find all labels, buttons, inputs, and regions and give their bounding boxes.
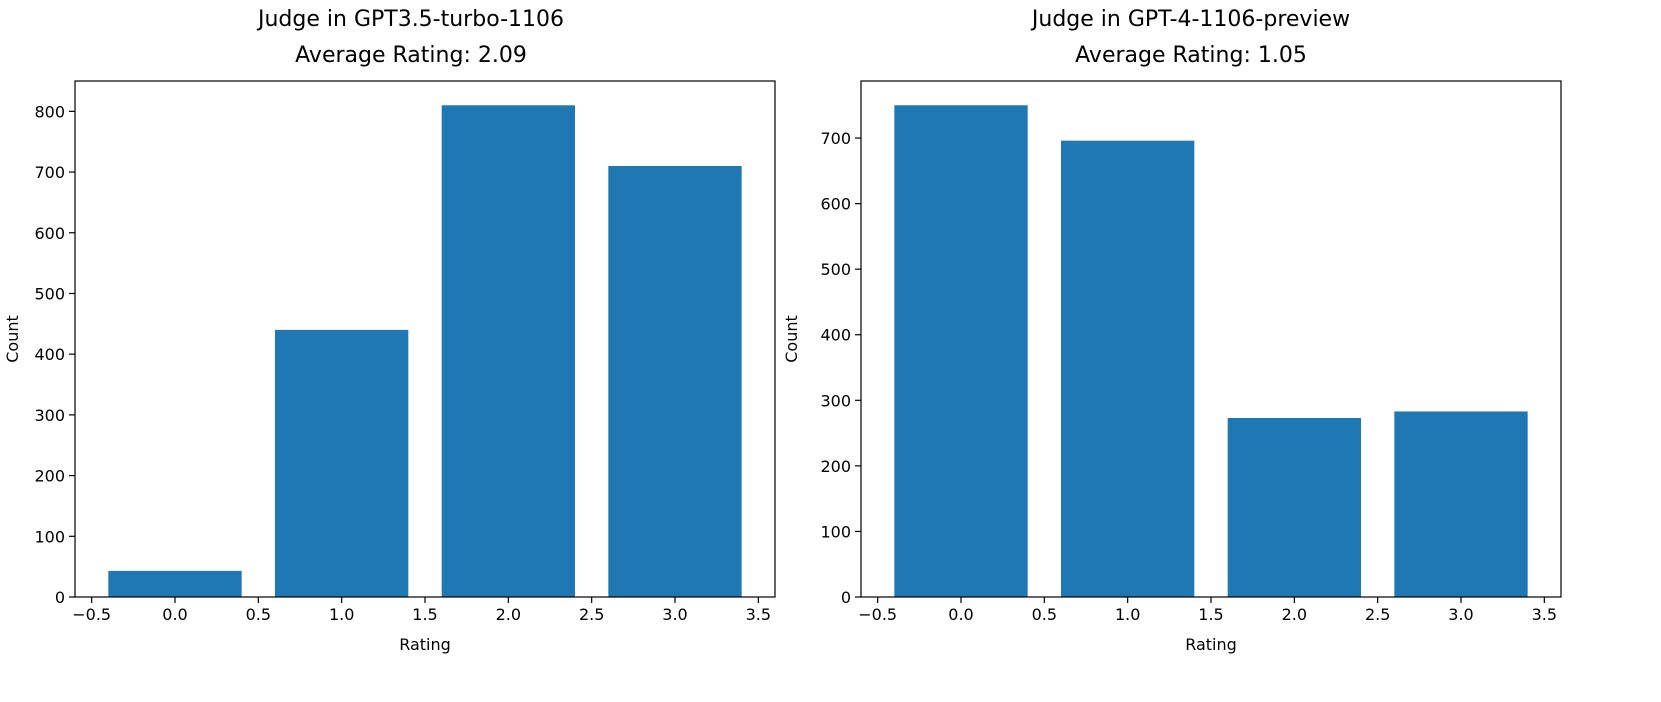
chart-left-x-tick-label: 1.0: [329, 605, 354, 624]
chart-right-bar-0: [894, 105, 1028, 597]
chart-left-y-tick-label: 700: [34, 163, 65, 182]
chart-right-y-tick-label: 600: [820, 195, 851, 214]
chart-right-subtitle: Average Rating: 1.05: [1075, 43, 1307, 68]
chart-right-x-tick-label: 1.0: [1115, 605, 1140, 624]
chart-right-bar-2: [1227, 418, 1361, 597]
chart-right-x-tick-label: 2.0: [1282, 605, 1307, 624]
chart-right-y-tick-label: 0: [841, 588, 851, 607]
chart-left-y-tick-label: 300: [34, 406, 65, 425]
chart-left-y-tick-label: 800: [34, 102, 65, 121]
chart-right-x-tick-label: 3.5: [1532, 605, 1557, 624]
chart-right-y-tick-label: 200: [820, 457, 851, 476]
chart-left-x-tick-label: 2.0: [496, 605, 521, 624]
chart-left-y-tick-label: 0: [55, 588, 65, 607]
chart-left-y-tick-label: 500: [34, 284, 65, 303]
chart-left-x-tick-label: 0.5: [246, 605, 271, 624]
chart-right-y-axis-label: Count: [782, 315, 801, 363]
chart-left-title: Judge in GPT3.5-turbo-1106: [256, 7, 564, 32]
chart-right: Judge in GPT-4-1106-preview Average Rati…: [782, 7, 1562, 654]
chart-left-y-ticks: 0 100 200 300 400 500 600 700 800: [34, 102, 75, 607]
chart-left-x-tick-label: 3.5: [746, 605, 771, 624]
chart-left-y-tick-label: 600: [34, 224, 65, 243]
chart-left-plot-frame: [74, 80, 776, 598]
chart-right-plot-frame: [860, 80, 1562, 598]
chart-left-bars: [108, 105, 742, 598]
chart-right-y-ticks: 0 100 200 300 400 500 600 700: [820, 129, 861, 607]
chart-right-x-tick-label: 1.5: [1198, 605, 1223, 624]
chart-right-x-tick-label: 3.0: [1448, 605, 1473, 624]
chart-right-bar-1: [1061, 140, 1195, 597]
chart-left-x-tick-label: −0.5: [72, 605, 111, 624]
chart-left-bar-1: [275, 329, 409, 597]
chart-right-bar-3: [1394, 411, 1528, 597]
chart-left-x-tick-label: 3.0: [662, 605, 687, 624]
chart-right-y-tick-label: 700: [820, 129, 851, 148]
chart-left-x-ticks: −0.5 0.0 0.5 1.0 1.5 2.0 2.5 3.0 3.5: [72, 597, 771, 624]
chart-right-bars: [894, 105, 1528, 597]
chart-left-bar-2: [441, 105, 575, 598]
chart-left-y-tick-label: 100: [34, 527, 65, 546]
chart-right-x-tick-label: 0.0: [948, 605, 973, 624]
chart-right-y-tick-label: 500: [820, 260, 851, 279]
chart-left-x-tick-label: 0.0: [162, 605, 187, 624]
chart-left-x-axis-label: Rating: [399, 635, 451, 654]
chart-right-y-tick-label: 100: [820, 522, 851, 541]
chart-left: Judge in GPT3.5-turbo-1106 Average Ratin…: [3, 7, 776, 654]
chart-right-x-tick-label: −0.5: [858, 605, 897, 624]
chart-left-y-tick-label: 400: [34, 345, 65, 364]
chart-left-bar-0: [108, 570, 242, 597]
chart-left-y-tick-label: 200: [34, 467, 65, 486]
chart-right-x-tick-label: 2.5: [1365, 605, 1390, 624]
chart-right-y-tick-label: 400: [820, 326, 851, 345]
chart-right-x-tick-label: 0.5: [1032, 605, 1057, 624]
chart-right-x-axis-label: Rating: [1185, 635, 1237, 654]
chart-right-y-tick-label: 300: [820, 391, 851, 410]
chart-left-subtitle: Average Rating: 2.09: [295, 43, 527, 68]
chart-left-x-tick-label: 1.5: [412, 605, 437, 624]
chart-right-x-ticks: −0.5 0.0 0.5 1.0 1.5 2.0 2.5 3.0 3.5: [858, 597, 1557, 624]
chart-left-x-tick-label: 2.5: [579, 605, 604, 624]
chart-left-y-axis-label: Count: [3, 315, 22, 363]
chart-right-title: Judge in GPT-4-1106-preview: [1030, 7, 1350, 32]
chart-left-bar-3: [608, 165, 742, 598]
